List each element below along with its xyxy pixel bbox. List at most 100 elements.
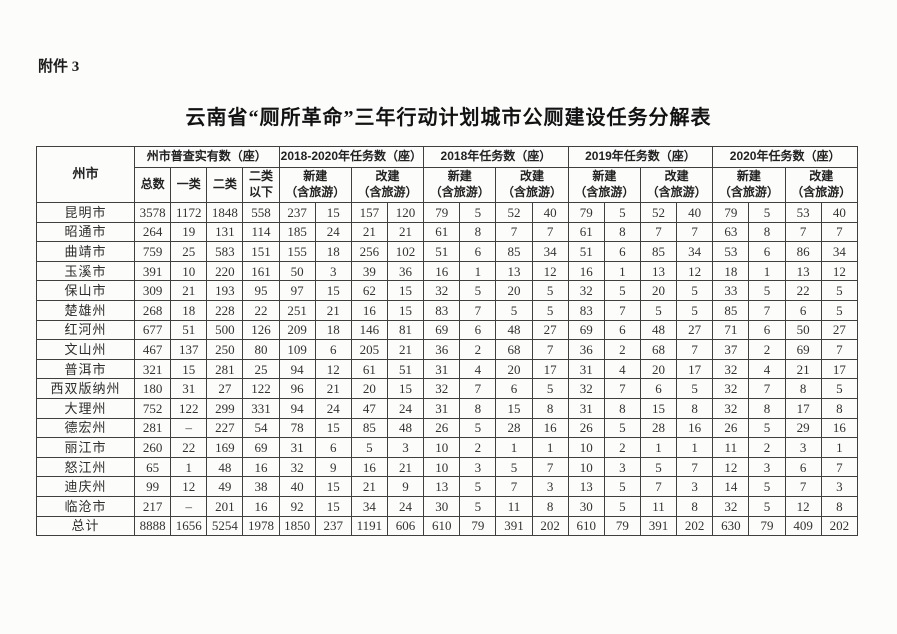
value-cell: 34	[350, 495, 388, 517]
value-cell: 79	[459, 515, 497, 537]
value-cell: 16	[423, 260, 461, 282]
city-cell: 丽江市	[36, 437, 135, 458]
value-cell: 752	[133, 397, 172, 419]
value-cell: 1	[459, 260, 497, 282]
value-cell: 1	[531, 437, 569, 458]
header-2018-group: 2018年任务数（座）	[423, 146, 569, 168]
value-cell: 20	[495, 358, 533, 380]
value-cell: 11	[639, 495, 678, 517]
header-new-label: 新建	[736, 169, 761, 184]
value-cell: 251	[278, 299, 316, 321]
value-cell: 69	[567, 319, 605, 341]
city-cell: 大理州	[36, 397, 135, 419]
value-cell: 1191	[350, 515, 388, 537]
value-cell: 7	[676, 456, 714, 478]
value-cell: 5	[459, 495, 497, 517]
page-title: 云南省“厕所革命”三年行动计划城市公厕建设任务分解表	[185, 107, 712, 129]
city-cell: 普洱市	[36, 358, 135, 380]
value-cell: 10	[567, 456, 605, 478]
value-cell: 32	[423, 280, 461, 301]
value-cell: 85	[639, 241, 678, 262]
value-cell: 114	[242, 221, 280, 243]
value-cell: 15	[314, 476, 352, 497]
value-cell: 81	[386, 319, 425, 341]
value-cell: 40	[531, 202, 569, 223]
value-cell: 26	[423, 417, 461, 439]
value-cell: 5	[820, 280, 859, 301]
value-cell: 467	[133, 339, 172, 360]
value-cell: 3	[603, 456, 641, 478]
value-cell: 30	[567, 495, 605, 517]
value-cell: 220	[206, 260, 244, 282]
header-class2: 二类	[206, 167, 244, 203]
value-cell: 7	[820, 456, 859, 478]
value-cell: 20	[639, 358, 678, 380]
value-cell: 40	[676, 202, 714, 223]
value-cell: 237	[278, 202, 316, 223]
value-cell: 5	[495, 456, 533, 478]
city-cell: 保山市	[36, 280, 135, 301]
header-new-2019: 新建 （含旅游）	[567, 167, 641, 203]
value-cell: 79	[567, 202, 605, 223]
value-cell: 24	[314, 221, 352, 243]
value-cell: 6	[495, 378, 533, 399]
value-cell: 85	[712, 299, 750, 321]
value-cell: 17	[820, 358, 859, 380]
header-census-group: 州市普查实有数（座）	[134, 146, 280, 168]
value-cell: 47	[350, 397, 388, 419]
value-cell: 31	[278, 437, 316, 458]
value-cell: 281	[206, 358, 244, 380]
value-cell: 558	[242, 202, 280, 223]
value-cell: 13	[567, 476, 605, 497]
city-cell: 昭通市	[36, 221, 135, 243]
value-cell: 6	[784, 299, 822, 321]
value-cell: 5	[820, 299, 859, 321]
header-rebuild-2019: 改建 （含旅游）	[639, 167, 714, 203]
header-tourism-label: （含旅游）	[285, 185, 346, 199]
value-cell: 24	[314, 397, 352, 419]
value-cell: 32	[423, 378, 461, 399]
header-tourism-label: （含旅游）	[791, 185, 852, 199]
value-cell: 69	[242, 437, 280, 458]
value-cell: 8	[531, 495, 569, 517]
attachment-label: 附件 3	[38, 59, 80, 75]
value-cell: 409	[784, 515, 822, 537]
value-cell: 5	[603, 417, 641, 439]
value-cell: 15	[314, 280, 352, 301]
value-cell: 6	[314, 339, 352, 360]
city-cell: 怒江州	[36, 456, 135, 478]
value-cell: 10	[423, 437, 461, 458]
value-cell: 22	[170, 437, 208, 458]
value-cell: 96	[278, 378, 316, 399]
value-cell: 16	[350, 299, 388, 321]
header-rebuild-2018-2020: 改建 （含旅游）	[350, 167, 425, 203]
value-cell: 31	[423, 397, 461, 419]
value-cell: 5	[748, 417, 786, 439]
value-cell: 69	[784, 339, 822, 360]
value-cell: 122	[170, 397, 208, 419]
value-cell: 31	[567, 358, 605, 380]
value-cell: 16	[820, 417, 859, 439]
value-cell: 5	[603, 476, 641, 497]
value-cell: 39	[350, 260, 388, 282]
value-cell: 250	[206, 339, 244, 360]
value-cell: 1	[676, 437, 714, 458]
value-cell: 7	[748, 378, 786, 399]
value-cell: 217	[133, 495, 172, 517]
table-row: 西双版纳州 180 31 27 122 96 21 20 15 32 7 6 5 32 7 6 5 32 7 8 5	[36, 378, 859, 399]
value-cell: 31	[423, 358, 461, 380]
value-cell: 61	[350, 358, 388, 380]
header-class1: 一类	[170, 167, 208, 203]
value-cell: 5	[676, 299, 714, 321]
header-new-2018-2020: 新建 （含旅游）	[278, 167, 352, 203]
value-cell: 201	[206, 495, 244, 517]
value-cell: 15	[386, 299, 425, 321]
value-cell: 50	[784, 319, 822, 341]
value-cell: 53	[712, 241, 750, 262]
value-cell: 7	[531, 339, 569, 360]
value-cell: 18	[314, 319, 352, 341]
table-row: 大理州 752 122 299 331 94 24 47 24 31 8 15 8 31 8 15 8 32 8 17…	[36, 397, 859, 419]
value-cell: 27	[206, 378, 244, 399]
table-row: 楚雄州 268 18 228 22 251 21 16 15 83 7 5 5 83 7 5 5 85 7 6 5	[36, 299, 859, 321]
value-cell: 21	[350, 221, 388, 243]
